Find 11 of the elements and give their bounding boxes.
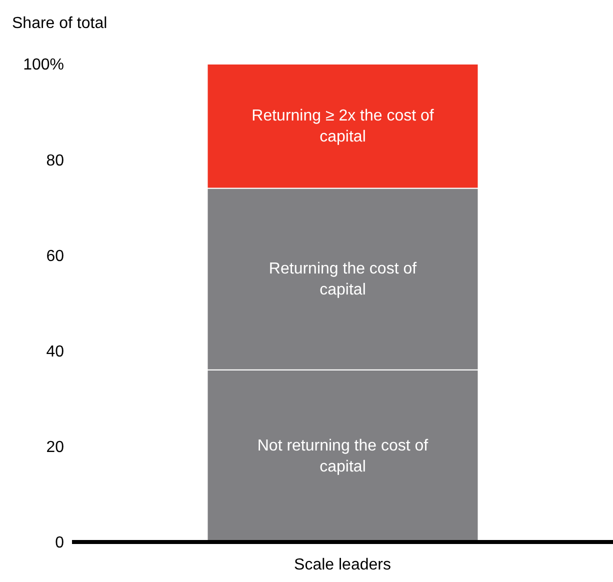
y-tick-label: 100% xyxy=(23,56,64,74)
series-label: Not returning the cost of capital xyxy=(257,437,429,476)
y-tick-label: 60 xyxy=(46,248,64,265)
y-tick-label: 40 xyxy=(46,343,64,360)
x-tick-label: Scale leaders xyxy=(294,556,391,574)
series-label: Returning the cost of capital xyxy=(268,260,418,299)
series-label: Returning ≥ 2x the cost of capital xyxy=(252,108,434,146)
y-axis-title: Share of total xyxy=(12,15,108,32)
y-tick-label: 80 xyxy=(46,152,64,170)
y-tick-label: 0 xyxy=(55,534,64,552)
y-tick-label: 20 xyxy=(46,439,64,456)
